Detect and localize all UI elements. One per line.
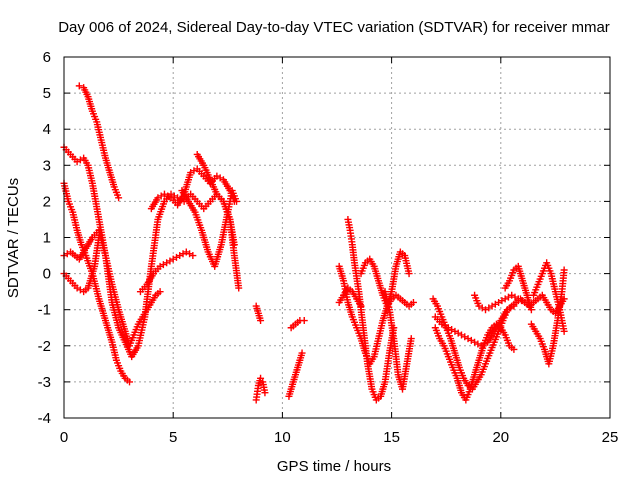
x-tick-label: 20	[492, 429, 509, 446]
series-track-k	[252, 374, 269, 404]
x-tick-label: 0	[60, 429, 68, 446]
x-tick-label: 15	[383, 429, 400, 446]
series-track-f	[136, 248, 197, 296]
data-point	[409, 298, 417, 306]
y-tick-label: 0	[43, 266, 51, 283]
y-tick-label: -4	[38, 410, 51, 427]
data-point	[298, 349, 306, 357]
series-track-s	[429, 291, 568, 393]
data-point	[235, 284, 243, 292]
series-track-w	[501, 262, 535, 314]
x-tick-label: 25	[602, 429, 619, 446]
y-tick-label: -3	[38, 374, 51, 391]
series-track-t	[431, 320, 518, 404]
series-track-q	[381, 288, 415, 393]
data-point	[189, 252, 197, 260]
series-track-p	[357, 248, 413, 310]
y-tick-label: -2	[38, 338, 51, 355]
y-tick-labels: -4 -3 -2 -1 0 1 2 3 4 5 6	[38, 49, 51, 427]
series-track-l	[287, 317, 308, 332]
y-tick-label: 6	[43, 49, 51, 66]
data-point	[527, 306, 535, 314]
data-point	[300, 317, 308, 325]
data-point	[257, 317, 265, 325]
y-tick-label: 2	[43, 193, 51, 210]
series-track-r	[335, 284, 365, 310]
y-tick-label: -1	[38, 302, 51, 319]
series-track-u	[431, 302, 518, 350]
data-point	[560, 266, 568, 274]
data-point	[510, 345, 518, 353]
data-point	[510, 302, 518, 310]
data-point	[407, 335, 415, 343]
y-tick-label: 1	[43, 230, 51, 247]
data-points	[60, 82, 568, 404]
data-point	[405, 270, 413, 278]
series-track-v	[471, 291, 529, 314]
x-axis-label: GPS time / hours	[277, 458, 391, 475]
grid	[64, 57, 610, 418]
data-point	[257, 374, 265, 382]
series-track-m	[285, 349, 306, 400]
x-tick-label: 10	[274, 429, 291, 446]
data-point	[126, 378, 134, 386]
data-point	[115, 194, 123, 202]
series-track-a	[75, 82, 123, 202]
series-track-j	[252, 302, 265, 325]
data-point	[156, 288, 164, 296]
series-track-i	[193, 150, 243, 292]
y-axis-label: SDTVAR / TECUs	[5, 178, 22, 298]
chart-title: Day 006 of 2024, Sidereal Day-to-day VTE…	[58, 19, 610, 36]
x-tick-label: 5	[169, 429, 177, 446]
data-point	[233, 197, 241, 205]
y-tick-label: 4	[43, 121, 51, 138]
y-tick-label: 3	[43, 157, 51, 174]
x-tick-labels: 0 5 10 15 20 25	[60, 429, 619, 446]
series-track-h	[178, 187, 241, 270]
plot-frame	[63, 56, 611, 419]
data-point	[261, 389, 269, 397]
data-point	[75, 82, 83, 90]
series-track-y	[530, 259, 568, 335]
data-point	[357, 302, 365, 310]
y-tick-label: 5	[43, 85, 51, 102]
data-point	[560, 327, 568, 335]
